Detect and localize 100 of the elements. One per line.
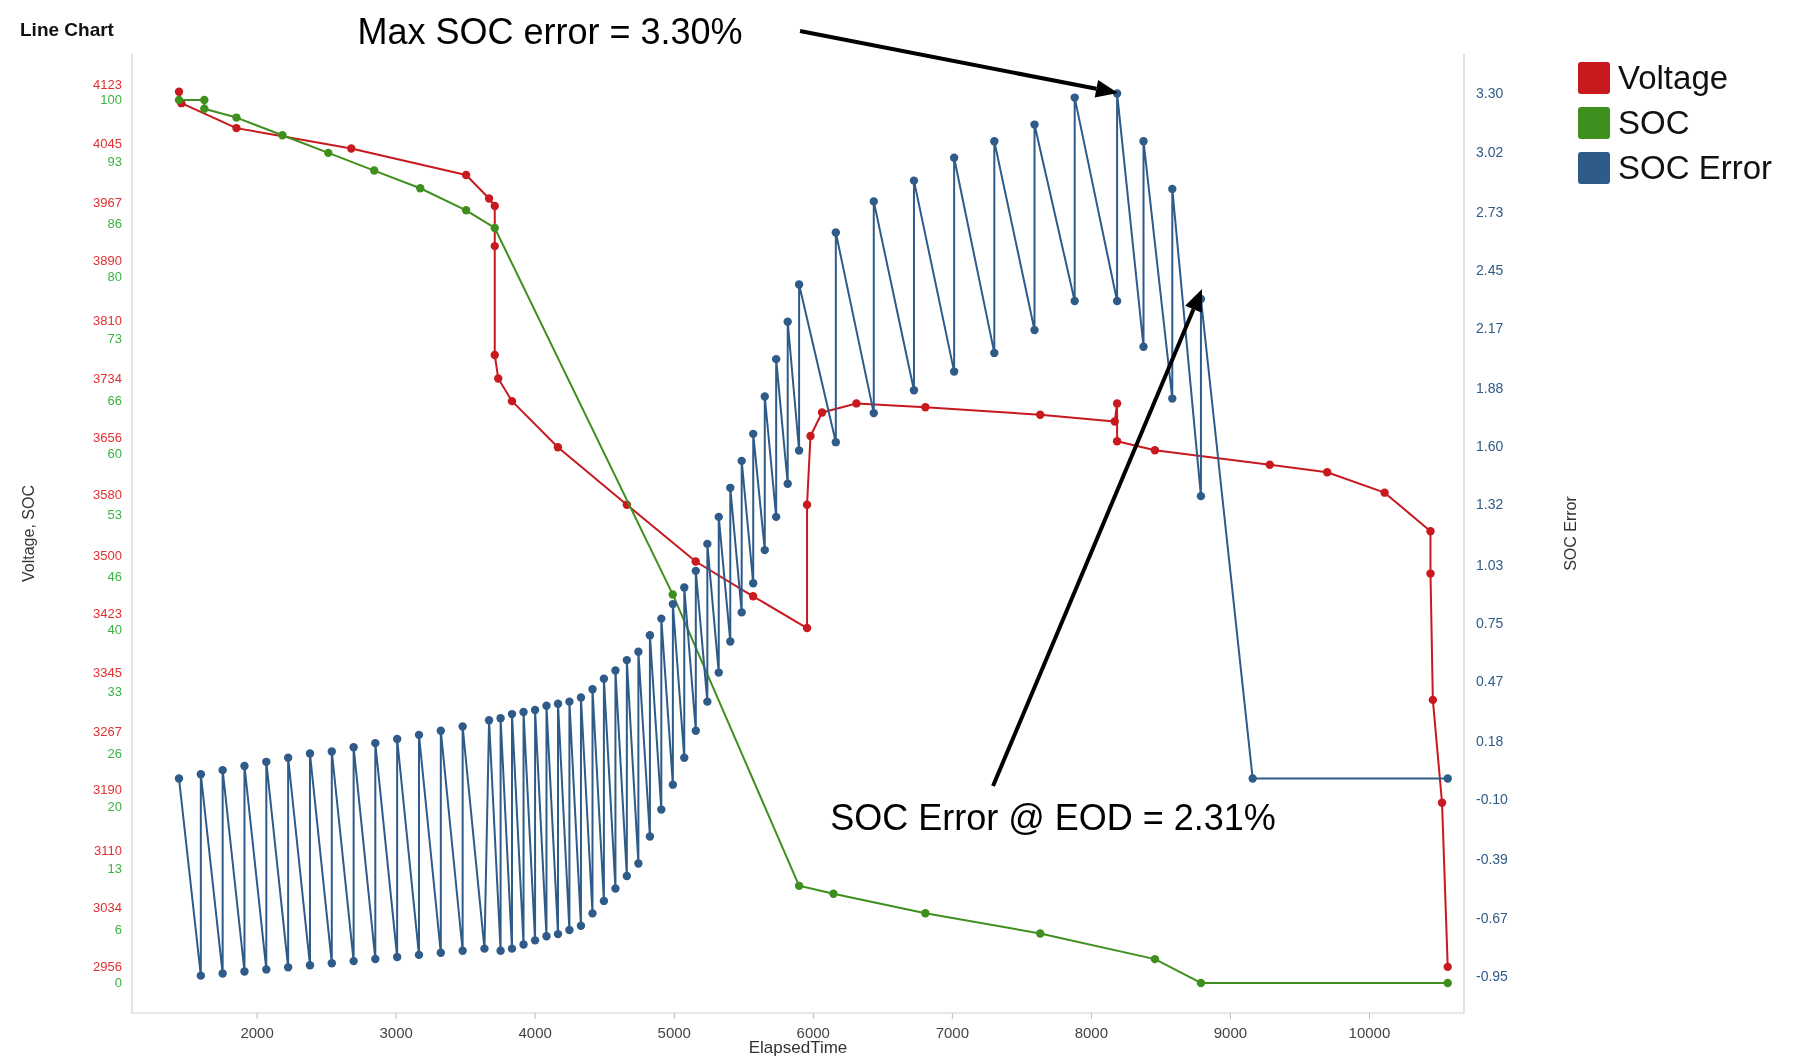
- point: [174, 87, 184, 97]
- y3-tick-label: 20: [107, 798, 122, 814]
- point: [1443, 962, 1452, 972]
- y-axis-title: Voltage, SOC: [20, 485, 37, 582]
- y3-tick-label: 6: [114, 922, 122, 938]
- point: [852, 399, 861, 408]
- x-tick-label: 4000: [518, 1024, 552, 1041]
- y-tick-label: 3500: [93, 547, 122, 563]
- y3-tick-label: 93: [107, 154, 122, 170]
- point: [829, 889, 838, 898]
- point: [748, 592, 758, 601]
- y2-tick-label: 2.17: [1476, 320, 1504, 336]
- y-tick-label: 3890: [93, 252, 122, 268]
- point: [232, 113, 241, 122]
- x-tick-label: 8000: [1074, 1024, 1109, 1041]
- point: [921, 909, 930, 918]
- point: [668, 590, 677, 599]
- y2-tick-label: 1.32: [1476, 496, 1504, 513]
- point: [370, 166, 379, 175]
- y-tick-label: 3580: [93, 487, 122, 503]
- y2-tick-label: 3.02: [1476, 143, 1504, 160]
- y3-tick-label: 0: [114, 975, 122, 991]
- chart-title: Line Chart: [20, 19, 115, 40]
- x-tick-label: 9000: [1213, 1024, 1248, 1041]
- y-tick-label: 4123: [93, 76, 122, 92]
- point: [794, 881, 804, 891]
- point: [1196, 978, 1206, 988]
- y-tick-label: 4045: [93, 135, 122, 151]
- legend-label: Voltage: [1618, 59, 1729, 96]
- y-tick-label: 2956: [93, 959, 122, 975]
- y2-axis-title: SOC Error: [1562, 495, 1579, 571]
- annotation: SOC Error @ EOD = 2.31%: [830, 796, 1276, 838]
- point: [817, 408, 827, 417]
- point: [1322, 468, 1332, 477]
- point: [1150, 446, 1160, 455]
- y2-tick-label: 1.88: [1476, 380, 1504, 397]
- y-tick-label: 3423: [93, 606, 122, 622]
- y-tick-label: 3034: [93, 900, 122, 916]
- point: [1112, 437, 1122, 446]
- point: [416, 184, 425, 193]
- point: [461, 206, 471, 215]
- y3-tick-label: 13: [107, 860, 122, 876]
- point: [553, 443, 563, 452]
- y3-tick-label: 60: [107, 445, 122, 461]
- point: [461, 170, 471, 180]
- point: [1428, 695, 1438, 705]
- y3-tick-label: 66: [107, 392, 122, 408]
- x-axis-title: ElapsedTime: [748, 1038, 848, 1057]
- y3-tick-label: 40: [107, 622, 122, 638]
- point: [278, 131, 287, 140]
- y2-tick-label: -0.39: [1476, 851, 1509, 868]
- point: [490, 241, 499, 251]
- y3-tick-label: 53: [107, 507, 122, 523]
- point: [1150, 954, 1160, 964]
- y2-tick-label: 0.18: [1476, 733, 1504, 750]
- point: [1265, 460, 1274, 469]
- point: [347, 144, 356, 153]
- y-tick-label: 3810: [93, 313, 122, 329]
- y2-tick-label: 2.73: [1476, 203, 1504, 220]
- y2-tick-label: 1.03: [1476, 556, 1504, 573]
- y2-tick-label: 3.30: [1476, 85, 1504, 102]
- y-tick-label: 3734: [93, 370, 122, 386]
- y2-tick-label: 1.60: [1476, 438, 1504, 455]
- x-tick-label: 5000: [657, 1024, 691, 1041]
- point: [1426, 527, 1435, 536]
- point: [1426, 569, 1435, 578]
- point: [1437, 798, 1447, 807]
- point: [1112, 399, 1122, 408]
- y3-tick-label: 86: [107, 216, 122, 232]
- y3-tick-label: 100: [100, 92, 122, 108]
- point: [1036, 929, 1045, 938]
- y3-tick-label: 33: [107, 684, 122, 700]
- point: [1036, 410, 1045, 419]
- point: [921, 403, 930, 412]
- y2-tick-label: -0.67: [1476, 909, 1509, 926]
- x-tick-label: 2000: [240, 1024, 274, 1041]
- y3-tick-label: 46: [107, 569, 122, 585]
- point: [200, 104, 209, 113]
- point: [490, 223, 499, 233]
- legend-label: SOC Error: [1618, 149, 1773, 186]
- y2-tick-label: 2.45: [1476, 261, 1504, 278]
- y3-tick-label: 26: [107, 745, 122, 761]
- y2-tick-label: -0.95: [1476, 967, 1509, 984]
- x-tick-label: 7000: [935, 1024, 970, 1041]
- point: [494, 374, 503, 383]
- point: [1443, 978, 1452, 988]
- point: [324, 148, 333, 158]
- legend-label: SOC: [1618, 104, 1690, 141]
- x-tick-label: 10000: [1348, 1024, 1391, 1041]
- y-tick-label: 3345: [93, 665, 122, 681]
- x-tick-label: 6000: [796, 1024, 830, 1041]
- y-tick-label: 3967: [93, 194, 122, 210]
- y3-tick-label: 73: [107, 330, 122, 346]
- y2-tick-label: -0.10: [1476, 791, 1509, 808]
- y2-tick-label: 0.75: [1476, 614, 1504, 631]
- y-tick-label: 3110: [94, 842, 122, 858]
- y-tick-label: 3656: [93, 429, 122, 445]
- y-tick-label: 3267: [93, 724, 122, 740]
- text: Max SOC error = 3.30%: [357, 10, 743, 52]
- point: [200, 95, 209, 105]
